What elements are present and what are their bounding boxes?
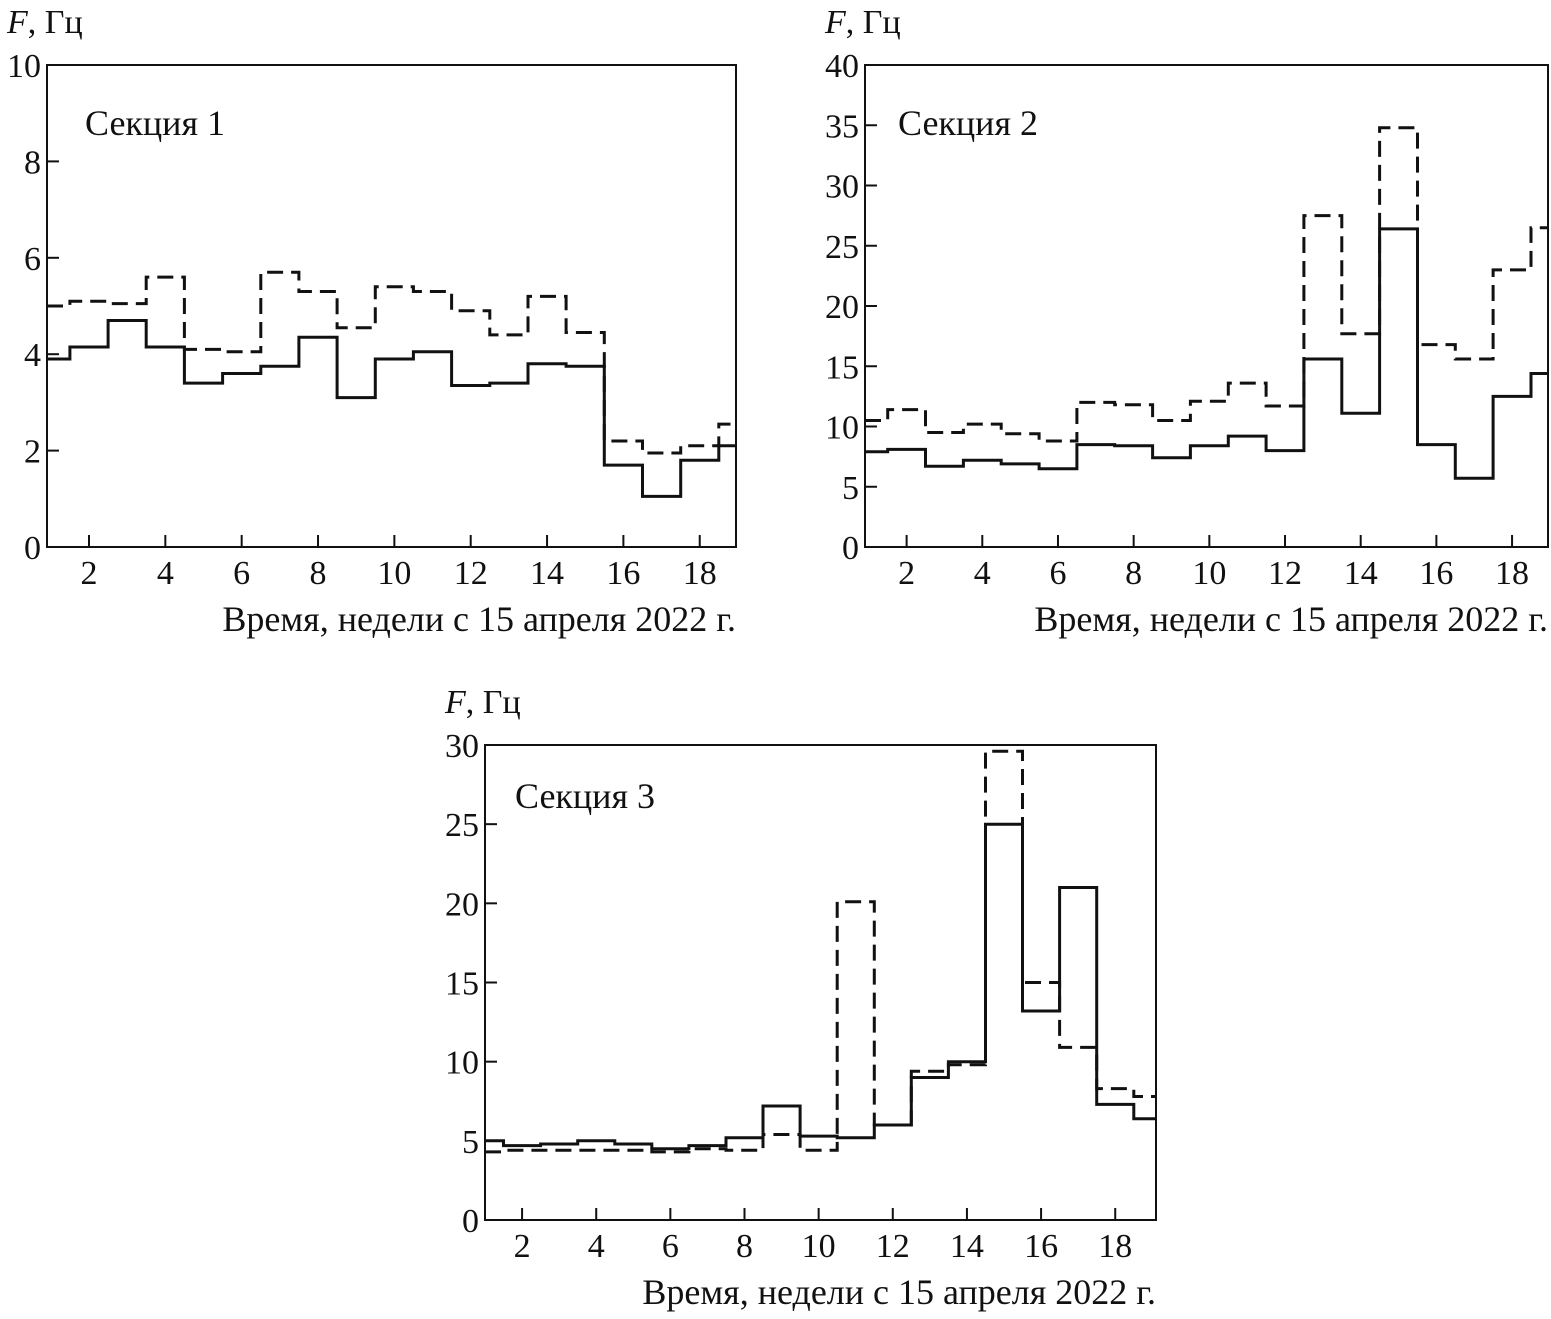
x-tick-label: 12 <box>454 555 488 592</box>
x-tick-label: 6 <box>1049 555 1066 592</box>
x-tick-label: 8 <box>310 555 327 592</box>
y-tick-label: 10 <box>445 1045 479 1082</box>
y-tick-label: 30 <box>825 169 859 206</box>
x-tick-label: 6 <box>233 555 250 592</box>
x-tick-label: 2 <box>898 555 915 592</box>
series-line-dashed <box>485 749 1156 1154</box>
plot-frame <box>46 64 737 548</box>
y-tick-label: 4 <box>24 337 41 374</box>
y-tick-label: 0 <box>842 530 859 567</box>
x-tick-label: 14 <box>950 1228 984 1265</box>
y-axis-label-unit: , Гц <box>466 684 521 721</box>
x-axis-label: Время, недели с 15 апреля 2022 г. <box>222 599 736 639</box>
x-tick-label: 12 <box>1268 555 1302 592</box>
y-tick-label: 25 <box>445 807 479 844</box>
x-tick-label: 14 <box>530 555 564 592</box>
y-tick-label: 5 <box>842 470 859 507</box>
chart-panel-2: 2 4 6 8 10 12 14 16 18 0 5 10 15 20 25 30 35 40 F, Гц Время… <box>824 4 1549 639</box>
x-tick-label: 8 <box>736 1228 753 1265</box>
y-axis-label: F, Гц <box>6 4 83 41</box>
y-tick-label: 8 <box>24 144 41 181</box>
y-axis-label: F, Гц <box>444 684 521 721</box>
y-axis-label-variable: F <box>444 684 467 721</box>
x-tick-label: 10 <box>377 555 411 592</box>
x-tick-label: 6 <box>662 1228 679 1265</box>
x-tick-label: 8 <box>1125 555 1142 592</box>
series-line-dashed <box>47 270 736 455</box>
x-tick-label: 2 <box>514 1228 531 1265</box>
y-tick-label: 0 <box>462 1203 479 1240</box>
y-axis-label-variable: F <box>6 4 29 41</box>
y-tick-label: 10 <box>825 410 859 447</box>
x-tick-label: 16 <box>606 555 640 592</box>
x-tick-label: 14 <box>1344 555 1378 592</box>
chart-panel-1: 2 4 6 8 10 12 14 16 18 0 2 4 6 8 10 F, Гц Время, недели … <box>6 4 737 639</box>
y-tick-label: 20 <box>445 886 479 923</box>
y-axis-label-unit: , Гц <box>28 4 83 41</box>
x-tick-label: 18 <box>1098 1228 1132 1265</box>
series-line-dashed <box>865 126 1548 443</box>
y-tick-label: 10 <box>7 48 41 85</box>
x-tick-label: 16 <box>1024 1228 1058 1265</box>
x-tick-label: 10 <box>1192 555 1226 592</box>
x-axis-label: Время, недели с 15 апреля 2022 г. <box>642 1272 1156 1312</box>
panel-title: Секция 2 <box>898 103 1038 143</box>
y-tick-label: 6 <box>24 241 41 278</box>
y-tick-label: 15 <box>825 349 859 386</box>
x-tick-label: 4 <box>157 555 174 592</box>
series-line-solid <box>865 227 1548 480</box>
x-tick-label: 10 <box>802 1228 836 1265</box>
x-tick-label: 2 <box>80 555 97 592</box>
y-tick-label: 5 <box>462 1124 479 1161</box>
x-tick-label: 4 <box>588 1228 605 1265</box>
series-line-solid <box>47 319 736 498</box>
y-axis-label-variable: F <box>824 4 847 41</box>
x-tick-label: 18 <box>1495 555 1529 592</box>
y-tick-label: 40 <box>825 48 859 85</box>
x-axis-label: Время, недели с 15 апреля 2022 г. <box>1034 599 1548 639</box>
y-tick-label: 0 <box>24 530 41 567</box>
panel-title: Секция 3 <box>515 776 655 816</box>
x-tick-label: 16 <box>1419 555 1453 592</box>
y-tick-label: 30 <box>445 728 479 765</box>
y-axis-label-unit: , Гц <box>846 4 901 41</box>
y-tick-label: 25 <box>825 229 859 266</box>
x-tick-label: 18 <box>683 555 717 592</box>
y-axis-label: F, Гц <box>824 4 901 41</box>
panel-title: Секция 1 <box>85 103 225 143</box>
x-tick-label: 12 <box>876 1228 910 1265</box>
y-tick-label: 2 <box>24 434 41 471</box>
y-tick-label: 15 <box>445 966 479 1003</box>
y-tick-label: 35 <box>825 108 859 145</box>
chart-panel-3: 2 4 6 8 10 12 14 16 18 0 5 10 15 20 25 30 F, Гц Время, не… <box>444 684 1157 1312</box>
y-tick-label: 20 <box>825 289 859 326</box>
series-line-solid <box>485 822 1156 1151</box>
x-tick-label: 4 <box>974 555 991 592</box>
